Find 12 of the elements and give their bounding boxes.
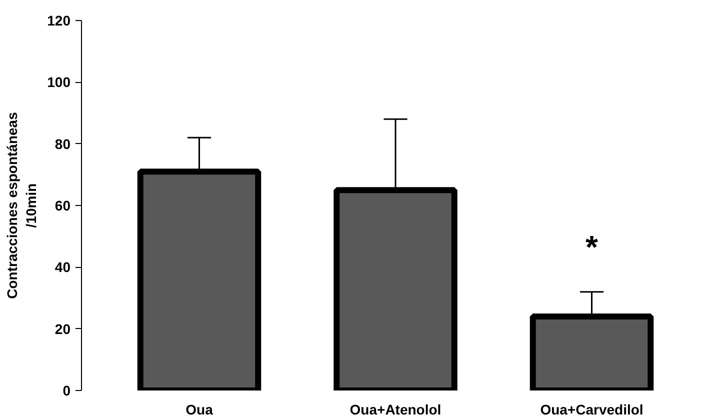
y-axis-title: Contracciones espontáneas /10min — [4, 112, 40, 299]
y-tick-label: 80 — [54, 136, 71, 152]
x-tick-label: Oua+Atenolol — [350, 402, 442, 418]
y-tick-label: 60 — [54, 198, 71, 214]
y-tick-label: 120 — [47, 12, 71, 28]
x-tick-label: Oua+Carvedilol — [540, 402, 644, 418]
y-tick-label: 0 — [62, 382, 71, 398]
x-tick-label: Oua — [186, 402, 214, 418]
y-tick-label: 100 — [47, 74, 71, 90]
y-tick-label: 20 — [54, 320, 71, 337]
annotation: * — [586, 228, 599, 265]
y-tick-label: 40 — [54, 259, 71, 276]
